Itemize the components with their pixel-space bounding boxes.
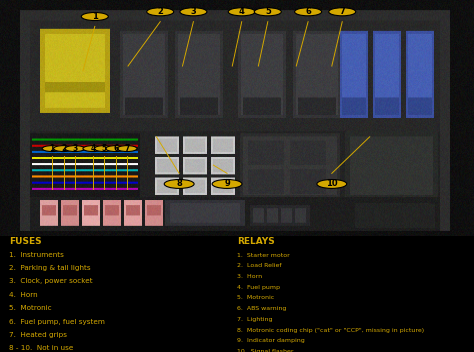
Text: 9: 9 — [224, 180, 230, 188]
Text: 3.  Horn: 3. Horn — [237, 274, 262, 279]
Text: 7.  Lighting: 7. Lighting — [237, 317, 273, 322]
Ellipse shape — [328, 8, 356, 16]
Ellipse shape — [42, 146, 62, 152]
Text: 6.  Fuel pump, fuel system: 6. Fuel pump, fuel system — [9, 319, 105, 325]
Text: 7: 7 — [124, 144, 130, 153]
Text: 1.  Instruments: 1. Instruments — [9, 252, 64, 258]
Ellipse shape — [228, 8, 255, 16]
Ellipse shape — [94, 146, 114, 152]
Ellipse shape — [317, 180, 346, 188]
Ellipse shape — [83, 146, 103, 152]
Text: 8 - 10.  Not in use: 8 - 10. Not in use — [9, 345, 74, 351]
Text: 5.  Motronic: 5. Motronic — [9, 305, 52, 311]
Ellipse shape — [65, 146, 85, 152]
Text: FUSES: FUSES — [9, 237, 42, 246]
Text: 4: 4 — [90, 144, 96, 153]
Text: 5: 5 — [265, 7, 271, 16]
Text: 3.  Clock, power socket: 3. Clock, power socket — [9, 278, 93, 284]
Text: 2.  Load Relief: 2. Load Relief — [237, 263, 282, 269]
Text: 6: 6 — [113, 144, 118, 153]
Text: 10: 10 — [326, 180, 337, 188]
Text: 4.  Fuel pump: 4. Fuel pump — [237, 285, 280, 290]
Ellipse shape — [180, 8, 207, 16]
Ellipse shape — [82, 12, 108, 20]
Ellipse shape — [254, 8, 282, 16]
Ellipse shape — [294, 8, 321, 16]
Text: 2.  Parking & tail lights: 2. Parking & tail lights — [9, 265, 91, 271]
Text: 3: 3 — [72, 144, 78, 153]
Text: 6.  ABS warning: 6. ABS warning — [237, 306, 286, 311]
Ellipse shape — [117, 146, 137, 152]
Ellipse shape — [147, 8, 173, 16]
Ellipse shape — [212, 180, 242, 188]
Ellipse shape — [164, 180, 194, 188]
Text: 9.  Indicator damping: 9. Indicator damping — [237, 338, 305, 343]
Text: 7.  Heated grips: 7. Heated grips — [9, 332, 67, 338]
Text: 1: 1 — [92, 12, 98, 21]
Text: 4: 4 — [239, 7, 245, 16]
Ellipse shape — [106, 146, 126, 152]
Text: 2: 2 — [157, 7, 163, 16]
Text: 1: 1 — [49, 144, 55, 153]
Text: 10.  Signal flasher: 10. Signal flasher — [237, 349, 293, 352]
Text: 8.  Motronic coding chip ("cat" or "CCP", missing in picture): 8. Motronic coding chip ("cat" or "CCP",… — [237, 328, 424, 333]
Text: 8: 8 — [176, 180, 182, 188]
Text: 5.  Motronic: 5. Motronic — [237, 295, 274, 301]
Text: 6: 6 — [305, 7, 311, 16]
Text: RELAYS: RELAYS — [237, 237, 275, 246]
Text: 7: 7 — [339, 7, 345, 16]
Text: 1.  Starter motor: 1. Starter motor — [237, 253, 290, 258]
Ellipse shape — [54, 146, 73, 152]
Text: 4.  Horn: 4. Horn — [9, 292, 38, 298]
Text: 3: 3 — [191, 7, 196, 16]
Text: 2: 2 — [61, 144, 66, 153]
Text: 5: 5 — [102, 144, 107, 153]
